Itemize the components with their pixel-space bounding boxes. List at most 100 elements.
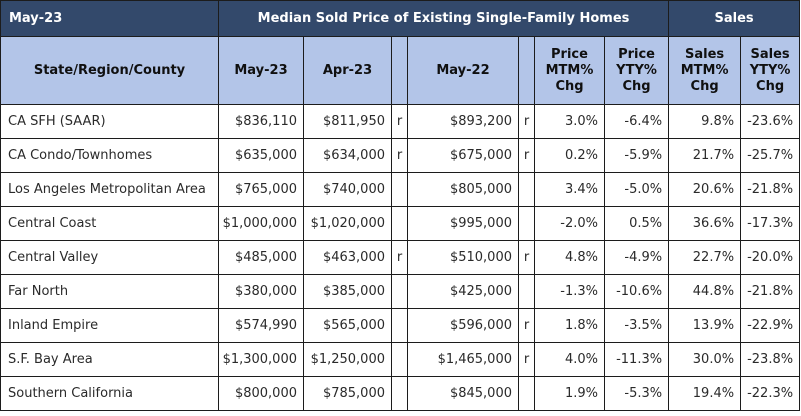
sales-mtm-cell: 36.6% <box>668 206 742 241</box>
sales-mtm-column-header: Sales MTM% Chg <box>668 36 742 105</box>
price-yty-cell: -6.4% <box>603 104 670 139</box>
region-cell: S.F. Bay Area <box>0 342 219 377</box>
revision-flag <box>391 172 408 207</box>
may23-price-cell: $800,000 <box>218 376 304 411</box>
table-row: CA Condo/Townhomes $635,000 $634,000 r $… <box>0 138 801 173</box>
period-label: May-23 <box>0 0 219 37</box>
may23-price-cell: $485,000 <box>218 240 304 275</box>
revision-column-header <box>518 36 535 105</box>
table-row: Central Coast $1,000,000 $1,020,000 $995… <box>0 206 801 241</box>
region-cell: CA Condo/Townhomes <box>0 138 219 173</box>
sales-mtm-cell: 20.6% <box>668 172 742 207</box>
may22-column-header: May-22 <box>407 36 519 105</box>
revision-flag <box>391 206 408 241</box>
revision-flag <box>518 376 535 411</box>
may22-price-cell: $510,000 <box>407 240 519 275</box>
price-mtm-column-header: Price MTM% Chg <box>534 36 605 105</box>
may23-price-cell: $574,990 <box>218 308 304 343</box>
price-mtm-cell: -1.3% <box>534 274 605 309</box>
sales-yty-cell: -22.9% <box>740 308 801 343</box>
region-cell: CA SFH (SAAR) <box>0 104 219 139</box>
apr23-price-cell: $785,000 <box>303 376 392 411</box>
may22-price-cell: $425,000 <box>407 274 519 309</box>
may22-price-cell: $995,000 <box>407 206 519 241</box>
region-cell: Central Valley <box>0 240 219 275</box>
sales-mtm-cell: 19.4% <box>668 376 742 411</box>
revision-flag: r <box>391 240 408 275</box>
apr23-price-cell: $565,000 <box>303 308 392 343</box>
may22-price-cell: $845,000 <box>407 376 519 411</box>
apr23-price-cell: $463,000 <box>303 240 392 275</box>
table-row: Central Valley $485,000 $463,000 r $510,… <box>0 240 801 275</box>
revision-flag: r <box>518 308 535 343</box>
sales-yty-column-header: Sales YTY% Chg <box>740 36 801 105</box>
median-price-group-header: Median Sold Price of Existing Single-Fam… <box>217 0 670 37</box>
revision-flag <box>518 172 535 207</box>
may23-price-cell: $380,000 <box>218 274 304 309</box>
sales-mtm-cell: 44.8% <box>668 274 742 309</box>
apr23-price-cell: $1,020,000 <box>303 206 392 241</box>
revision-flag: r <box>391 138 408 173</box>
price-yty-cell: -5.3% <box>603 376 670 411</box>
sales-yty-cell: -23.6% <box>740 104 801 139</box>
may23-price-cell: $836,110 <box>218 104 304 139</box>
price-yty-cell: -11.3% <box>603 342 670 377</box>
revision-flag: r <box>391 104 408 139</box>
column-header-row: State/Region/County May-23 Apr-23 May-22… <box>0 36 801 105</box>
may23-price-cell: $1,000,000 <box>218 206 304 241</box>
may22-price-cell: $1,465,000 <box>407 342 519 377</box>
table-row: Southern California $800,000 $785,000 $8… <box>0 376 801 411</box>
region-cell: Inland Empire <box>0 308 219 343</box>
price-mtm-cell: 3.4% <box>534 172 605 207</box>
revision-flag: r <box>518 342 535 377</box>
may23-column-header: May-23 <box>218 36 304 105</box>
may22-price-cell: $596,000 <box>407 308 519 343</box>
sales-yty-cell: -25.7% <box>740 138 801 173</box>
region-cell: Los Angeles Metropolitan Area <box>0 172 219 207</box>
price-yty-cell: -5.9% <box>603 138 670 173</box>
sales-yty-cell: -21.8% <box>740 172 801 207</box>
may22-price-cell: $675,000 <box>407 138 519 173</box>
price-mtm-cell: 4.0% <box>534 342 605 377</box>
may23-price-cell: $765,000 <box>218 172 304 207</box>
sales-mtm-cell: 22.7% <box>668 240 742 275</box>
price-yty-cell: 0.5% <box>603 206 670 241</box>
may23-price-cell: $1,300,000 <box>218 342 304 377</box>
sales-mtm-cell: 13.9% <box>668 308 742 343</box>
sales-mtm-cell: 9.8% <box>668 104 742 139</box>
revision-flag <box>391 274 408 309</box>
group-header-row: May-23 Median Sold Price of Existing Sin… <box>0 0 801 37</box>
revision-flag <box>518 274 535 309</box>
price-mtm-cell: 4.8% <box>534 240 605 275</box>
region-cell: Southern California <box>0 376 219 411</box>
price-yty-cell: -4.9% <box>603 240 670 275</box>
table-row: Los Angeles Metropolitan Area $765,000 $… <box>0 172 801 207</box>
revision-flag <box>391 308 408 343</box>
apr23-column-header: Apr-23 <box>303 36 392 105</box>
price-mtm-cell: 1.9% <box>534 376 605 411</box>
sales-yty-cell: -22.3% <box>740 376 801 411</box>
revision-flag <box>391 376 408 411</box>
apr23-price-cell: $811,950 <box>303 104 392 139</box>
region-column-header: State/Region/County <box>0 36 219 105</box>
price-yty-cell: -5.0% <box>603 172 670 207</box>
sales-mtm-cell: 21.7% <box>668 138 742 173</box>
price-yty-column-header: Price YTY% Chg <box>603 36 670 105</box>
revision-column-header <box>391 36 408 105</box>
apr23-price-cell: $1,250,000 <box>303 342 392 377</box>
revision-flag <box>518 206 535 241</box>
region-cell: Far North <box>0 274 219 309</box>
sales-group-header: Sales <box>668 0 801 37</box>
revision-flag: r <box>518 240 535 275</box>
sales-mtm-cell: 30.0% <box>668 342 742 377</box>
sales-yty-cell: -17.3% <box>740 206 801 241</box>
apr23-price-cell: $385,000 <box>303 274 392 309</box>
price-yty-cell: -3.5% <box>603 308 670 343</box>
sales-yty-cell: -20.0% <box>740 240 801 275</box>
sales-yty-cell: -21.8% <box>740 274 801 309</box>
revision-flag: r <box>518 138 535 173</box>
price-mtm-cell: 3.0% <box>534 104 605 139</box>
region-cell: Central Coast <box>0 206 219 241</box>
apr23-price-cell: $740,000 <box>303 172 392 207</box>
